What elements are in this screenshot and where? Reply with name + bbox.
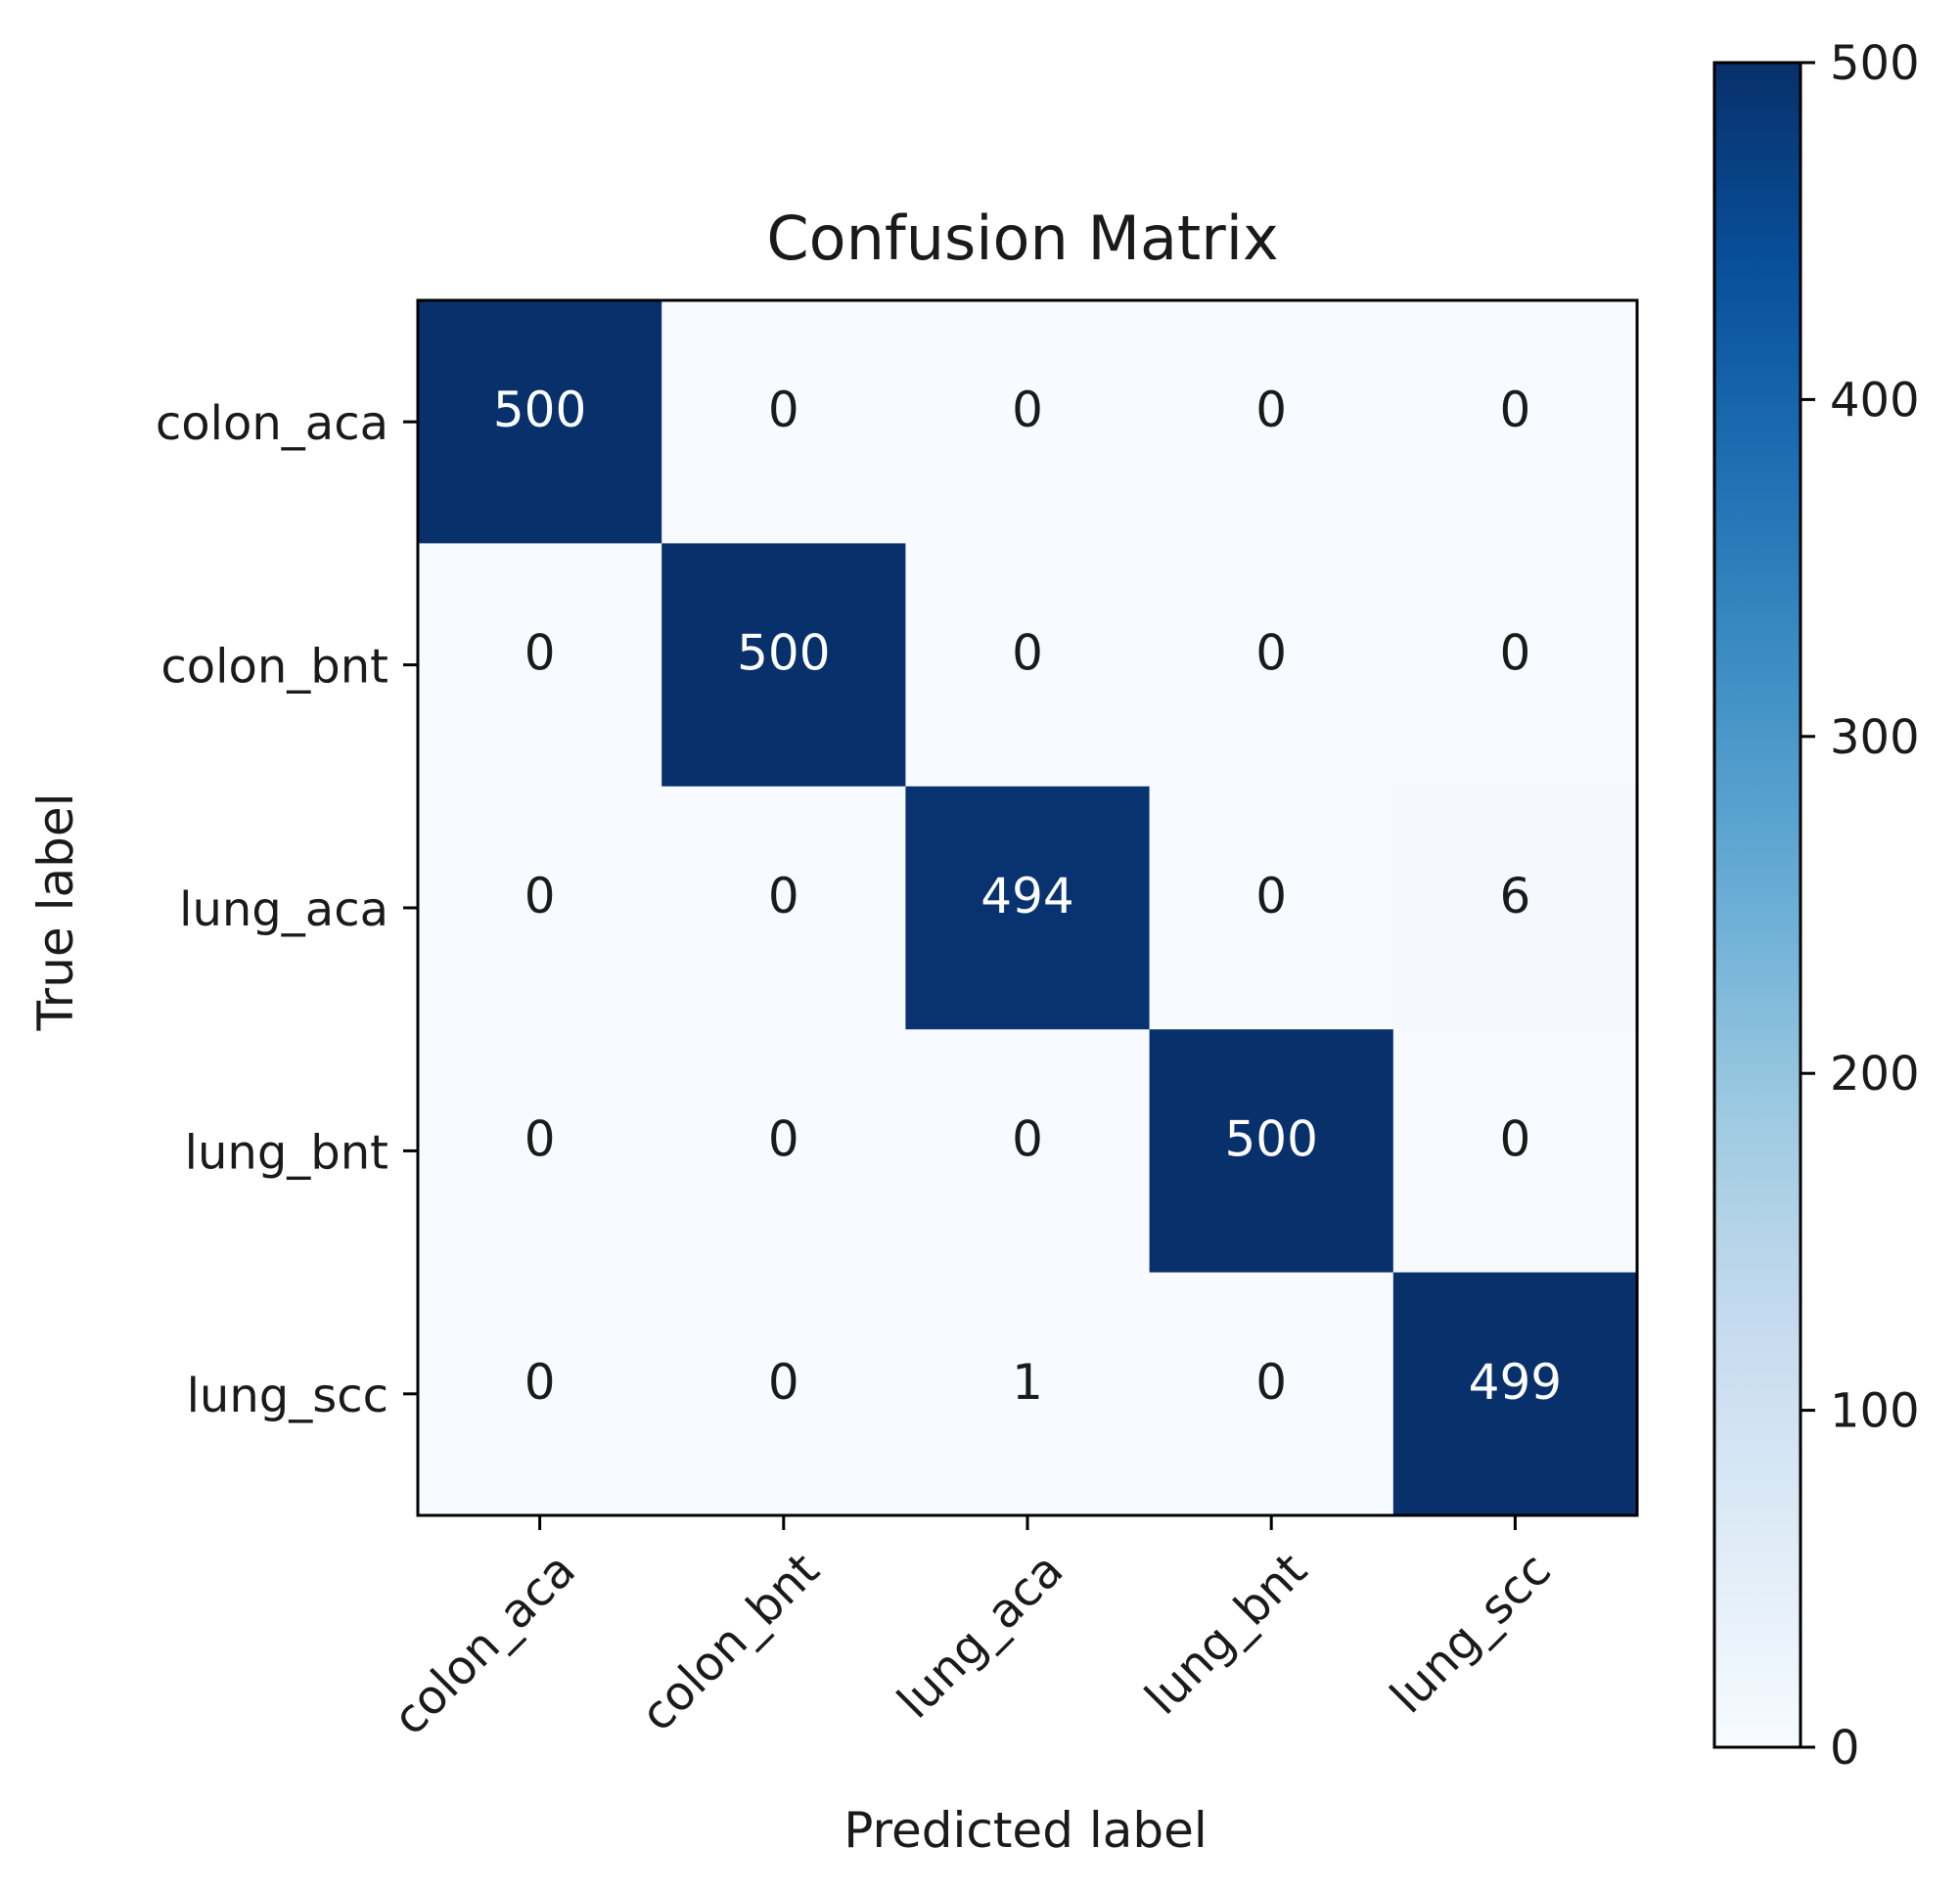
y-tick-label: colon_bnt	[160, 640, 388, 695]
heatmap-cell	[1149, 1029, 1394, 1274]
heatmap-cell	[905, 300, 1151, 544]
colorbar-tick-label: 0	[1830, 1721, 1860, 1776]
heatmap-cell	[1392, 543, 1638, 788]
x-tick-label: lung_aca	[888, 1543, 1074, 1730]
heatmap-cell	[418, 1029, 662, 1274]
cell-value-label: 0	[1255, 382, 1287, 438]
cell-value-label: 0	[524, 625, 556, 682]
heatmap-cell	[661, 1029, 906, 1274]
cell-value-label: 0	[1012, 382, 1043, 438]
heatmap-cells	[418, 300, 1638, 1516]
cell-value-label: 0	[768, 382, 799, 438]
heatmap-cell	[1392, 1029, 1638, 1274]
x-axis: colon_aca colon_bnt lung_aca lung_bnt lung_s…	[383, 1515, 1562, 1746]
x-axis-title: Predicted label	[843, 1802, 1208, 1859]
cell-value-label: 0	[768, 868, 799, 924]
heatmap-cell	[905, 1272, 1151, 1516]
y-tick-label: colon_aca	[156, 396, 388, 451]
cell-value-label: 494	[980, 868, 1073, 924]
chart-title: Confusion Matrix	[766, 203, 1278, 274]
cell-value-label: 0	[768, 1354, 799, 1411]
cell-value-label: 0	[1012, 625, 1043, 682]
heatmap-cell	[1149, 543, 1394, 788]
cell-value-label: 0	[1012, 1110, 1043, 1167]
y-tick-label: lung_bnt	[185, 1125, 388, 1180]
cell-value-label: 0	[768, 1110, 799, 1167]
heatmap-cell	[661, 543, 906, 788]
heatmap-cell	[905, 1029, 1151, 1274]
cell-value-label: 0	[1499, 625, 1530, 682]
x-tick-label: lung_scc	[1380, 1543, 1562, 1725]
heatmap-cell	[661, 300, 906, 544]
cell-value-label: 0	[1499, 1110, 1530, 1167]
heatmap-cell	[905, 543, 1151, 788]
heatmap-cell	[418, 786, 662, 1030]
heatmap-cell	[661, 786, 906, 1030]
cell-value-label: 0	[1255, 868, 1287, 924]
cell-value-label: 0	[1499, 382, 1530, 438]
cell-value-label: 499	[1469, 1354, 1562, 1411]
heatmap-cell	[905, 786, 1151, 1030]
cell-value-label: 6	[1499, 868, 1530, 924]
heatmap-cell	[418, 1272, 662, 1516]
colorbar-axis: 0 100 200 300 400 500	[1800, 36, 1920, 1776]
heatmap-cell	[1392, 786, 1638, 1030]
cell-value-labels: 500 0 0 0 0 0 500 0 0 0 0 0 494 0 6 0 0 0 500 0 0 0 1 0 499	[493, 382, 1562, 1411]
cell-value-label: 0	[524, 1354, 556, 1411]
y-tick-label: lung_aca	[179, 882, 388, 937]
y-axis-title: True label	[27, 792, 84, 1031]
cell-value-label: 500	[1224, 1110, 1317, 1167]
colorbar-tick-label: 400	[1830, 373, 1920, 428]
y-tick-label: lung_scc	[187, 1369, 388, 1423]
heatmap-cell	[1149, 300, 1394, 544]
cell-value-label: 500	[493, 382, 586, 438]
cell-value-label: 0	[524, 1110, 556, 1167]
x-tick-label: colon_bnt	[630, 1543, 830, 1742]
heatmap-cell	[418, 300, 662, 544]
colorbar-tick-label: 500	[1830, 36, 1920, 91]
cell-value-label: 500	[737, 625, 830, 682]
heatmap-cell	[1149, 786, 1394, 1030]
heatmap-cell	[1392, 300, 1638, 544]
colorbar-tick-label: 200	[1830, 1047, 1920, 1102]
colorbar-tick-label: 100	[1830, 1384, 1920, 1439]
x-tick-label: colon_aca	[383, 1543, 586, 1746]
x-tick-label: lung_bnt	[1135, 1543, 1318, 1726]
y-axis: colon_aca colon_bnt lung_aca lung_bnt lung_s…	[156, 396, 418, 1423]
colorbar-tick-label: 300	[1830, 710, 1920, 765]
cell-value-label: 0	[524, 868, 556, 924]
heatmap-cell	[418, 543, 662, 788]
heatmap-cell	[1392, 1272, 1638, 1516]
heatmap-cell	[661, 1272, 906, 1516]
cell-value-label: 0	[1255, 1354, 1287, 1411]
heatmap-cell	[1149, 1272, 1394, 1516]
cell-value-label: 0	[1255, 625, 1287, 682]
cell-value-label: 1	[1012, 1354, 1043, 1411]
colorbar	[1712, 61, 1802, 1749]
